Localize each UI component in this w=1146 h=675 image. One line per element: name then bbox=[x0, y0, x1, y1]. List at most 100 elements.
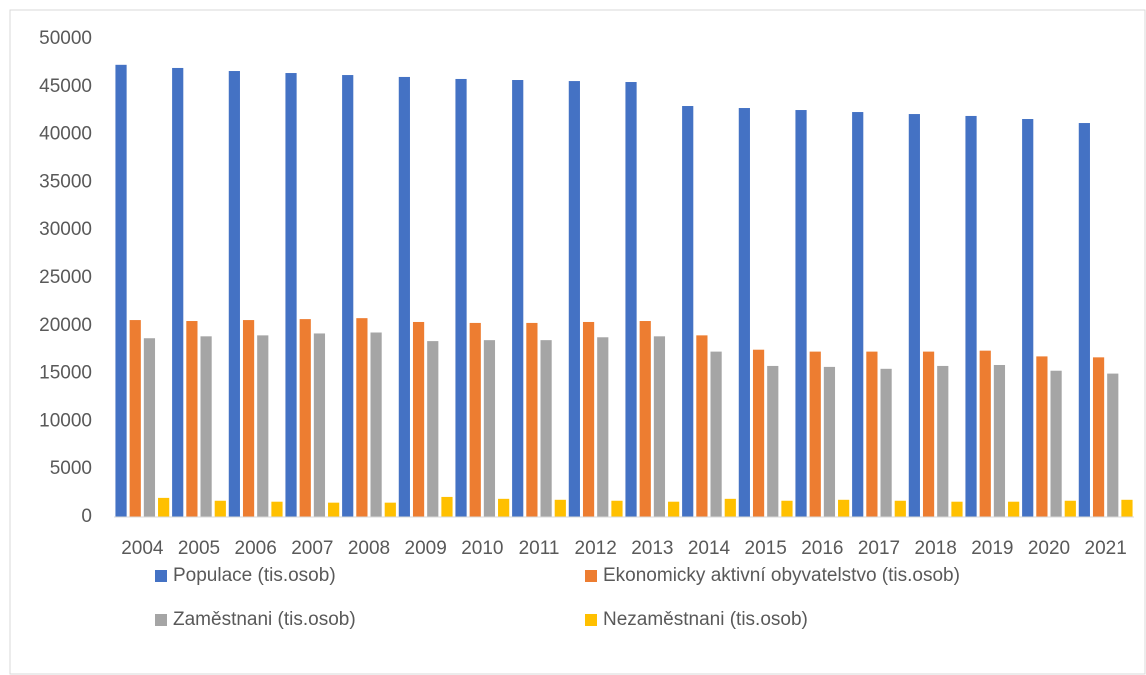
bar bbox=[653, 336, 666, 517]
bar bbox=[767, 365, 779, 517]
bar bbox=[866, 351, 878, 517]
legend-swatch bbox=[155, 614, 167, 626]
bar bbox=[738, 108, 750, 518]
bar bbox=[1078, 123, 1090, 517]
bar bbox=[356, 318, 368, 517]
bar bbox=[752, 349, 765, 517]
bar bbox=[908, 114, 920, 518]
bar bbox=[1092, 357, 1105, 517]
y-tick-label: 5000 bbox=[50, 458, 92, 479]
bar bbox=[512, 80, 524, 518]
bar bbox=[172, 67, 184, 517]
bar bbox=[1107, 373, 1119, 517]
x-tick-label: 2007 bbox=[291, 538, 333, 559]
x-tick-label: 2014 bbox=[688, 538, 731, 559]
bar bbox=[483, 340, 496, 517]
x-tick-label: 2006 bbox=[235, 538, 277, 559]
bar bbox=[115, 64, 127, 517]
bar bbox=[200, 336, 212, 517]
bar bbox=[838, 499, 850, 517]
bar bbox=[540, 340, 552, 517]
y-tick-label: 35000 bbox=[39, 171, 92, 192]
legend-label: Ekonomicky aktivní obyvatelstvo (tis.oso… bbox=[603, 565, 960, 586]
x-tick-label: 2013 bbox=[631, 538, 673, 559]
y-tick-label: 0 bbox=[81, 506, 92, 527]
bar bbox=[214, 500, 226, 517]
legend-swatch bbox=[585, 614, 597, 626]
bar bbox=[384, 502, 396, 517]
bar bbox=[469, 322, 481, 517]
bar bbox=[129, 320, 141, 517]
bar bbox=[625, 82, 637, 518]
bar bbox=[441, 496, 453, 517]
x-tick-label: 2008 bbox=[348, 538, 390, 559]
bar bbox=[370, 332, 382, 517]
bar bbox=[823, 366, 836, 517]
bar bbox=[724, 498, 736, 517]
bar bbox=[937, 365, 949, 517]
bar bbox=[455, 78, 467, 517]
bar bbox=[1036, 356, 1048, 517]
bar bbox=[894, 500, 906, 517]
bar bbox=[299, 319, 311, 517]
x-tick-label: 2010 bbox=[461, 538, 503, 559]
x-tick-label: 2005 bbox=[178, 538, 220, 559]
x-tick-label: 2011 bbox=[519, 538, 560, 559]
bar bbox=[696, 335, 708, 517]
x-tick-label: 2012 bbox=[575, 538, 617, 559]
y-tick-label: 45000 bbox=[39, 76, 92, 97]
y-tick-label: 15000 bbox=[39, 363, 92, 384]
bar bbox=[1064, 500, 1076, 517]
x-tick-label: 2009 bbox=[405, 538, 447, 559]
bar bbox=[922, 351, 935, 517]
x-tick-label: 2016 bbox=[801, 538, 843, 559]
bar bbox=[498, 498, 510, 517]
bar bbox=[668, 501, 680, 517]
bar bbox=[228, 71, 240, 517]
bar bbox=[809, 351, 821, 517]
y-tick-label: 50000 bbox=[39, 28, 92, 49]
bar bbox=[1050, 370, 1062, 517]
bar bbox=[880, 368, 892, 517]
bar bbox=[710, 351, 722, 517]
bar bbox=[427, 341, 439, 517]
bar bbox=[951, 501, 963, 517]
x-tick-label: 2018 bbox=[915, 538, 957, 559]
bar bbox=[271, 501, 283, 517]
bar bbox=[1022, 119, 1034, 517]
legend-label: Zaměstnani (tis.osob) bbox=[173, 609, 356, 630]
bar bbox=[257, 335, 269, 517]
bar bbox=[979, 350, 991, 517]
bar bbox=[328, 502, 340, 517]
bar bbox=[242, 320, 255, 517]
bar bbox=[1121, 499, 1133, 517]
x-tick-label: 2017 bbox=[858, 538, 900, 559]
y-tick-label: 20000 bbox=[39, 315, 92, 336]
bar bbox=[158, 497, 170, 517]
bar bbox=[412, 321, 425, 517]
bar bbox=[993, 364, 1006, 517]
legend-label: Populace (tis.osob) bbox=[173, 565, 336, 586]
bar bbox=[313, 333, 326, 517]
x-tick-label: 2015 bbox=[745, 538, 787, 559]
bar bbox=[554, 499, 566, 517]
bar bbox=[682, 106, 694, 518]
bar bbox=[342, 75, 354, 517]
bar bbox=[526, 322, 538, 517]
bar bbox=[143, 338, 156, 517]
bar bbox=[285, 73, 297, 517]
bar bbox=[398, 76, 410, 518]
x-tick-label: 2019 bbox=[971, 538, 1013, 559]
x-tick-label: 2021 bbox=[1085, 538, 1127, 559]
bar bbox=[852, 112, 864, 518]
bar bbox=[795, 110, 807, 518]
bar bbox=[582, 321, 595, 517]
x-tick-label: 2004 bbox=[121, 538, 164, 559]
bar bbox=[611, 500, 623, 517]
legend-swatch bbox=[585, 570, 597, 582]
bar bbox=[965, 115, 977, 517]
y-tick-label: 25000 bbox=[39, 267, 92, 288]
x-tick-label: 2020 bbox=[1028, 538, 1070, 559]
bar bbox=[639, 321, 651, 517]
legend-label: Nezaměstnani (tis.osob) bbox=[603, 609, 808, 630]
